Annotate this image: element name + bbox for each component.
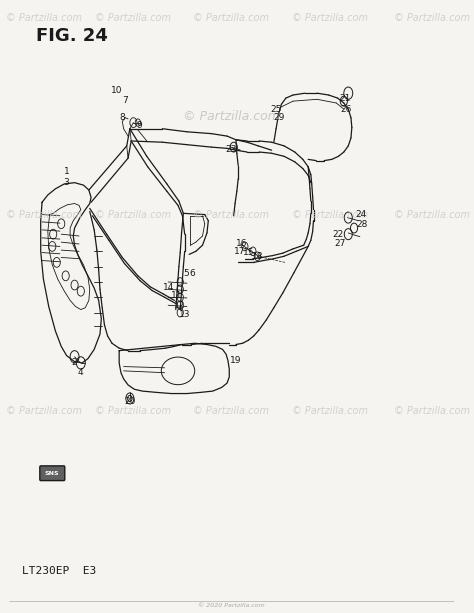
Text: © Partzilla.com: © Partzilla.com — [292, 13, 367, 23]
Text: 9: 9 — [137, 121, 143, 129]
Text: © Partzilla.com: © Partzilla.com — [95, 13, 172, 23]
Text: 24: 24 — [355, 210, 366, 219]
Text: 2: 2 — [72, 359, 77, 367]
Text: 11: 11 — [172, 291, 183, 300]
Text: © Partzilla.com: © Partzilla.com — [6, 210, 82, 219]
Text: © Partzilla.com: © Partzilla.com — [292, 406, 367, 416]
Text: 13: 13 — [179, 310, 191, 319]
Text: SNS: SNS — [45, 471, 60, 476]
Text: 19: 19 — [230, 356, 242, 365]
Text: © 2020 Partzilla.com: © 2020 Partzilla.com — [198, 603, 265, 608]
Text: 26: 26 — [341, 105, 352, 113]
Text: 25: 25 — [270, 105, 282, 113]
Text: 23: 23 — [226, 145, 237, 154]
Text: 14: 14 — [163, 283, 174, 292]
Text: 17: 17 — [234, 247, 245, 256]
Text: 29: 29 — [273, 113, 284, 122]
Text: © Partzilla.com: © Partzilla.com — [6, 13, 82, 23]
Text: 16: 16 — [237, 240, 248, 248]
Text: © Partzilla.com: © Partzilla.com — [193, 406, 270, 416]
Text: © Partzilla.com: © Partzilla.com — [95, 210, 172, 219]
Text: © Partzilla.com: © Partzilla.com — [183, 110, 280, 123]
FancyBboxPatch shape — [40, 466, 65, 481]
Text: 18: 18 — [252, 252, 263, 261]
Text: © Partzilla.com: © Partzilla.com — [394, 210, 470, 219]
Text: LT230EP  E3: LT230EP E3 — [22, 566, 96, 576]
Text: © Partzilla.com: © Partzilla.com — [193, 13, 270, 23]
Text: © Partzilla.com: © Partzilla.com — [95, 406, 172, 416]
Text: 28: 28 — [356, 220, 368, 229]
Text: 22: 22 — [333, 230, 344, 238]
Text: 12: 12 — [174, 301, 185, 310]
Text: 7: 7 — [122, 96, 128, 105]
Text: © Partzilla.com: © Partzilla.com — [193, 210, 270, 219]
Text: © Partzilla.com: © Partzilla.com — [394, 13, 470, 23]
Text: © Partzilla.com: © Partzilla.com — [292, 210, 367, 219]
Text: 4: 4 — [77, 368, 83, 376]
Text: 8: 8 — [119, 113, 125, 122]
Text: FIG. 24: FIG. 24 — [36, 26, 108, 45]
Text: 5: 5 — [183, 269, 189, 278]
Text: 20: 20 — [124, 397, 136, 406]
Text: 27: 27 — [334, 240, 346, 248]
Text: © Partzilla.com: © Partzilla.com — [6, 406, 82, 416]
Text: 1: 1 — [64, 167, 69, 176]
Text: 21: 21 — [339, 94, 351, 102]
Text: 6: 6 — [190, 269, 196, 278]
Text: © Partzilla.com: © Partzilla.com — [394, 406, 470, 416]
Text: 15: 15 — [243, 248, 254, 257]
Text: 10: 10 — [111, 86, 122, 95]
Text: 3: 3 — [64, 178, 69, 186]
